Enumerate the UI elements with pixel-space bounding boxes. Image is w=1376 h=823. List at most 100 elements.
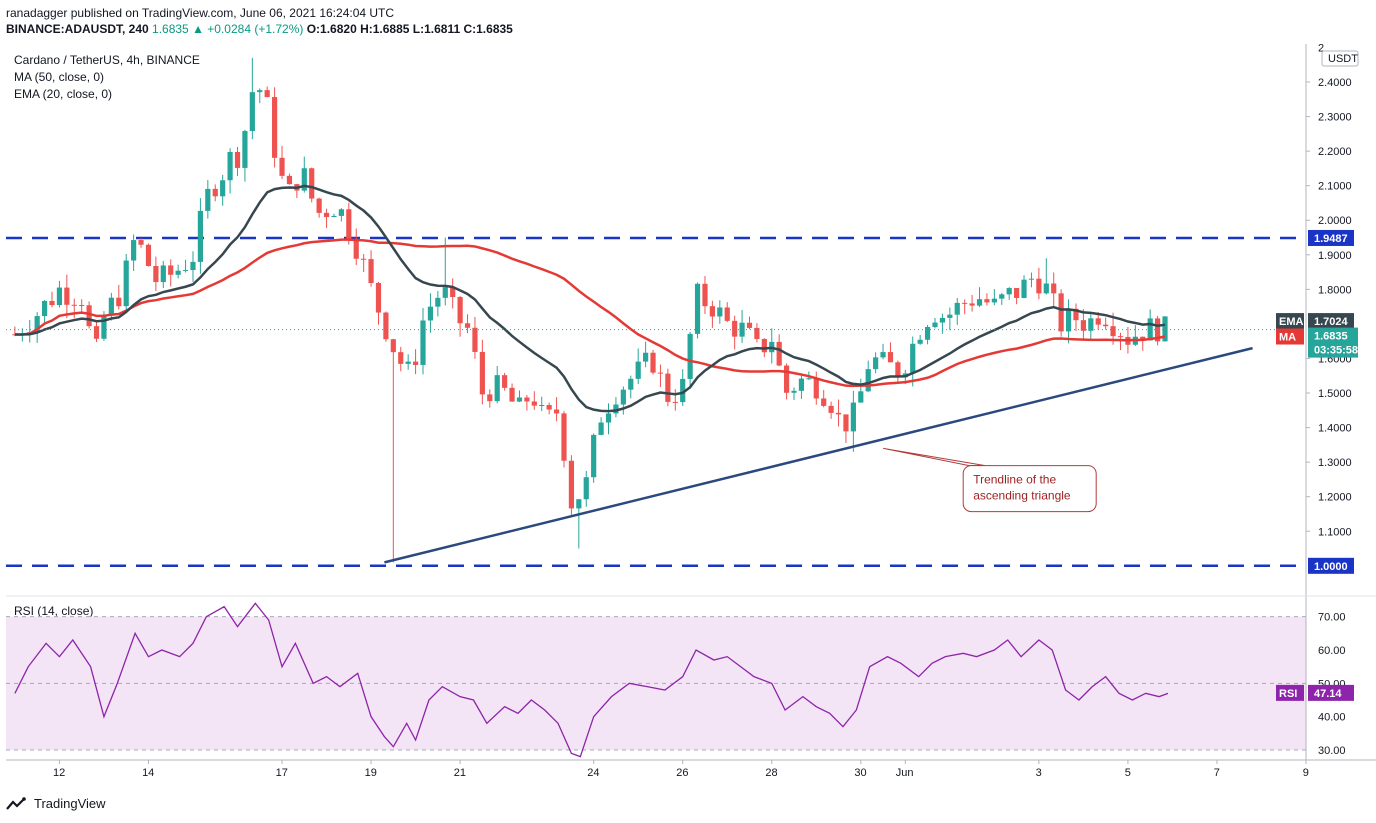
candle-body [1117, 336, 1124, 338]
candle [368, 250, 374, 287]
candle [1036, 267, 1042, 300]
candle-body [190, 261, 196, 271]
branding-label: TradingView [34, 796, 106, 811]
candle [190, 251, 196, 282]
candle [1043, 258, 1049, 295]
candle-body [79, 304, 85, 306]
candle [272, 87, 278, 168]
candle-body [1036, 278, 1042, 294]
candle [954, 297, 960, 325]
price-tick-label-partial: 2 [1318, 42, 1324, 54]
candle [739, 309, 745, 343]
candle-body [212, 188, 218, 197]
candle [917, 334, 923, 345]
candle [568, 455, 575, 516]
rsi-tick-label: 70.00 [1318, 612, 1346, 624]
candle [405, 354, 411, 370]
candle-body [568, 460, 575, 509]
candle [561, 411, 567, 468]
candle-body [145, 244, 152, 266]
ma-label-tag-box [1276, 328, 1304, 345]
tradingview-branding[interactable]: TradingView [6, 796, 106, 811]
candle-body [850, 402, 856, 432]
candle-body [494, 375, 500, 402]
candle [182, 259, 189, 273]
candle [976, 287, 983, 308]
candle [242, 129, 248, 182]
time-tick-label: 9 [1303, 767, 1309, 779]
candle [524, 394, 530, 411]
candle [1058, 289, 1064, 337]
candle-body [301, 168, 307, 191]
last-price: 1.6835 [152, 22, 189, 36]
time-tick-label: Jun [896, 767, 914, 779]
legend-ma[interactable]: MA (50, close, 0) [14, 70, 105, 84]
candle-body [628, 378, 634, 390]
candle [887, 342, 894, 363]
trendline-annotation: Trendline of the ascending triangle [882, 447, 1097, 513]
legend-ema[interactable]: EMA (20, close, 0) [14, 87, 113, 101]
ema-value-tag-box [1308, 313, 1354, 330]
candle [145, 243, 152, 267]
candle [613, 397, 619, 418]
candle-body [375, 283, 382, 313]
candle [895, 360, 901, 382]
price-tick-label: 2.2000 [1318, 146, 1352, 158]
candle [672, 389, 678, 411]
candle [643, 341, 649, 368]
candle-body [405, 361, 411, 364]
candle-body [457, 297, 463, 324]
candle-body [895, 362, 901, 378]
candle [732, 315, 738, 350]
rsi-legend[interactable]: RSI (14, close) [14, 604, 94, 618]
candle-body [323, 212, 330, 218]
candle [1080, 309, 1086, 339]
rsi-value-tag: 47.14 [1308, 684, 1354, 701]
indicator-legend: Cardano / TetherUS, 4h, BINANCE MA (50, … [14, 52, 200, 103]
candle [680, 369, 686, 406]
countdown-text: 03:35:58 [1314, 345, 1358, 357]
candle [754, 323, 760, 343]
candle-body [197, 210, 204, 262]
candle [1006, 287, 1012, 300]
rsi-label-tag-text: RSI [1279, 688, 1297, 700]
candle-body [1088, 318, 1094, 331]
candle [427, 293, 434, 333]
candle [709, 300, 715, 328]
support-tag-text: 1.0000 [1314, 561, 1348, 573]
candle [153, 256, 159, 291]
rsi-tick-label: 30.00 [1318, 745, 1346, 757]
candle [969, 294, 975, 312]
candle-body [234, 151, 241, 168]
candle [999, 292, 1005, 305]
candle-body [353, 238, 359, 259]
ema20-line [14, 184, 1166, 413]
price-value-tag: 1.6835 03:35:58 [1308, 327, 1358, 358]
candle [924, 324, 931, 345]
candle-body [1073, 308, 1079, 321]
candle [1051, 272, 1057, 307]
candle-body [724, 307, 730, 321]
candle [116, 284, 122, 310]
candle [398, 346, 404, 372]
candle [947, 307, 953, 331]
candle-body [182, 270, 189, 272]
candle [93, 319, 100, 342]
candle-body [1014, 288, 1020, 298]
candle [294, 183, 300, 198]
legend-title[interactable]: Cardano / TetherUS, 4h, BINANCE [14, 53, 200, 67]
candle-body [524, 397, 530, 402]
candle [79, 299, 85, 313]
price-value-box [1308, 327, 1358, 358]
candle [984, 293, 990, 306]
price-tick-label: 2.4000 [1318, 77, 1352, 89]
candle-body [1043, 283, 1049, 294]
candle-body [887, 352, 894, 363]
candle-body [309, 168, 315, 199]
candle-body [613, 404, 619, 414]
candle [487, 389, 493, 408]
candle-body [331, 215, 337, 218]
candle-body [732, 320, 738, 337]
candle [1132, 325, 1138, 347]
